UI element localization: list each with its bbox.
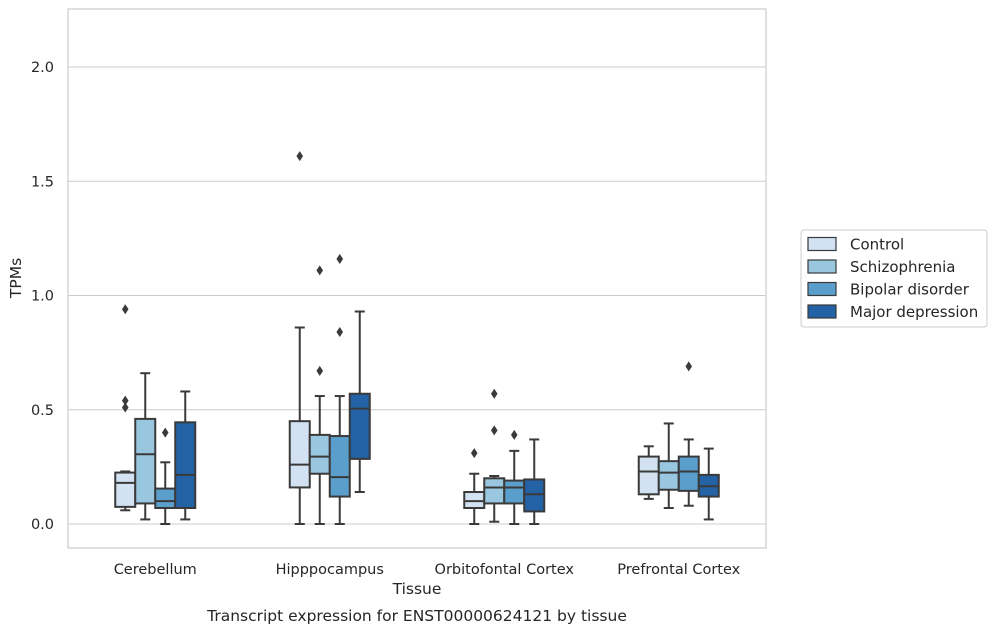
iqr-box	[154, 487, 177, 510]
plot-frame	[67, 8, 767, 549]
y-tick-label: 1.5	[31, 174, 54, 190]
legend-swatch	[807, 259, 837, 274]
box-bipolar-disorder	[328, 253, 351, 525]
x-tick-label: Cerebellum	[114, 562, 197, 578]
iqr-box	[114, 471, 137, 508]
legend-label: Bipolar disorder	[850, 281, 970, 299]
iqr-box	[308, 433, 331, 475]
box-schizophrenia	[134, 372, 157, 521]
outlier-point	[336, 327, 344, 338]
box-bipolar-disorder	[503, 429, 526, 525]
iqr-box	[174, 421, 197, 510]
x-tick-label: Orbitofontal Cortex	[435, 562, 575, 578]
iqr-box	[503, 479, 526, 505]
chart-title: Transcript expression for ENST0000062412…	[206, 607, 627, 625]
iqr-box	[328, 435, 351, 498]
box-major-depression	[523, 438, 546, 525]
gridlines	[68, 66, 766, 525]
outlier-point	[490, 425, 498, 436]
legend-label: Schizophrenia	[850, 258, 955, 276]
outlier-point	[121, 402, 129, 413]
iqr-box	[348, 392, 371, 460]
y-tick-label: 0.5	[31, 403, 54, 419]
iqr-box	[483, 477, 506, 505]
x-tick-label: Prefrontal Cortex	[617, 562, 740, 578]
outlier-point	[336, 253, 344, 264]
iqr-box	[677, 455, 700, 492]
outlier-point	[121, 304, 129, 315]
box-series	[114, 151, 720, 525]
y-axis-title: TPMs	[7, 258, 25, 299]
iqr-box	[288, 420, 311, 489]
box-schizophrenia	[483, 388, 506, 523]
legend-label: Major depression	[850, 303, 978, 321]
box-bipolar-disorder	[154, 427, 177, 525]
y-tick-label: 1.0	[31, 289, 54, 305]
box-major-depression	[697, 447, 720, 521]
y-tick-labels: 0.0 0.5 1.0 1.5 2.0	[31, 60, 54, 533]
iqr-box	[463, 491, 486, 510]
x-axis-title: Tissue	[392, 580, 442, 598]
iqr-box	[134, 417, 157, 505]
box-control	[637, 445, 660, 500]
y-tick-label: 0.0	[31, 517, 54, 533]
box-schizophrenia	[657, 422, 680, 510]
iqr-box	[657, 460, 680, 491]
outlier-point	[490, 388, 498, 399]
x-tick-labels: Cerebellum Hipppocampus Orbitofontal Corte…	[114, 562, 741, 578]
box-major-depression	[174, 390, 197, 521]
legend-frame	[800, 229, 988, 328]
outlier-point	[685, 361, 693, 372]
legend-swatch	[807, 236, 837, 252]
outlier-point	[121, 395, 129, 406]
iqr-box	[523, 478, 546, 513]
legend: Control Schizophrenia Bipolar disorder Majo…	[800, 229, 988, 328]
outlier-point	[316, 265, 324, 276]
y-tick-label: 2.0	[31, 60, 54, 76]
outlier-point	[161, 427, 169, 438]
legend-swatch	[807, 304, 837, 319]
box-bipolar-disorder	[677, 361, 700, 507]
outlier-point	[470, 448, 478, 459]
box-control	[288, 151, 311, 525]
legend-label: Control	[850, 236, 904, 254]
box-major-depression	[348, 310, 371, 494]
box-control	[114, 304, 137, 512]
outlier-point	[296, 151, 304, 162]
iqr-box	[637, 455, 660, 496]
box-control	[463, 448, 486, 525]
x-tick-label: Hipppocampus	[276, 562, 384, 578]
box-schizophrenia	[308, 265, 331, 525]
outlier-point	[510, 429, 518, 440]
outlier-point	[316, 365, 324, 376]
legend-swatch	[807, 281, 837, 297]
